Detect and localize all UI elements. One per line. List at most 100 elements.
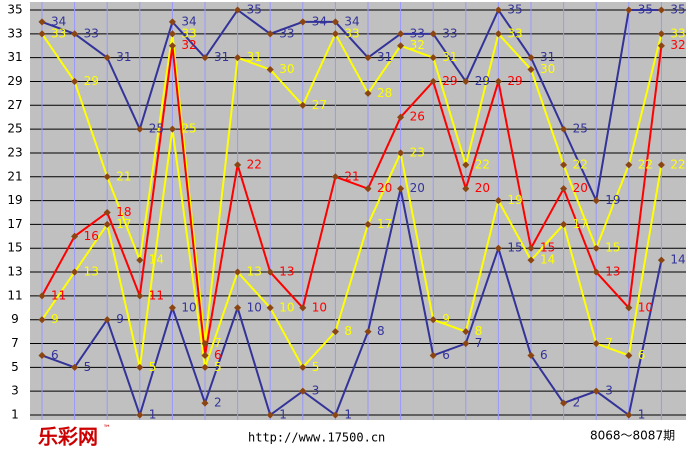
data-label: 35 <box>507 3 522 17</box>
data-label: 33 <box>670 26 685 40</box>
point-marker <box>429 77 437 86</box>
data-label: 14 <box>540 253 555 267</box>
data-label: 10 <box>247 300 262 314</box>
data-label: 19 <box>605 193 620 207</box>
data-label: 33 <box>181 26 196 40</box>
point-marker <box>234 161 242 169</box>
series-line <box>41 31 663 344</box>
y-tick-label: 9 <box>11 312 19 326</box>
point-marker <box>168 30 176 38</box>
point-marker <box>103 220 111 228</box>
point-marker <box>234 304 242 312</box>
data-label: 7 <box>475 336 483 350</box>
point-marker <box>299 101 307 109</box>
data-label: 29 <box>442 74 457 88</box>
data-label: 25 <box>573 122 588 136</box>
logo: 乐彩网 <box>38 425 98 449</box>
data-label: 21 <box>344 169 359 183</box>
y-tick-label: 13 <box>7 265 22 279</box>
point-marker <box>429 54 437 62</box>
data-label: 5 <box>149 360 157 374</box>
point-marker <box>168 304 176 312</box>
data-label: 19 <box>507 193 522 207</box>
data-label: 6 <box>638 348 646 362</box>
point-marker <box>397 185 405 193</box>
trademark: ™ <box>103 424 111 433</box>
point-marker <box>364 89 372 97</box>
data-label: 1 <box>344 408 352 422</box>
data-label: 5 <box>312 360 320 374</box>
data-label: 23 <box>410 145 425 159</box>
point-marker <box>560 125 568 133</box>
data-label: 20 <box>573 181 588 195</box>
data-label: 22 <box>247 157 262 171</box>
point-marker <box>266 411 274 419</box>
point-marker <box>560 185 568 193</box>
y-tick-label: 29 <box>7 74 22 88</box>
point-marker <box>494 77 502 86</box>
data-label: 8 <box>377 324 385 338</box>
data-label: 5 <box>84 360 92 374</box>
y-tick-label: 31 <box>7 50 22 64</box>
point-marker <box>299 387 307 395</box>
data-label: 17 <box>377 217 392 231</box>
y-tick-label: 11 <box>7 288 22 302</box>
data-label: 31 <box>540 50 555 64</box>
data-label: 22 <box>475 157 490 171</box>
point-marker <box>201 351 209 359</box>
data-label: 26 <box>410 110 425 124</box>
data-label: 30 <box>540 62 555 76</box>
data-label: 15 <box>507 241 522 255</box>
point-marker <box>331 328 339 336</box>
point-marker <box>494 30 502 38</box>
data-label: 10 <box>638 300 653 314</box>
point-marker <box>462 185 470 193</box>
data-label: 34 <box>312 14 327 28</box>
data-label: 32 <box>181 38 196 52</box>
data-label: 1 <box>279 408 287 422</box>
series-line <box>41 128 663 370</box>
point-marker <box>527 256 535 264</box>
data-label: 6 <box>540 348 548 362</box>
point-marker <box>592 387 600 395</box>
point-marker <box>494 197 502 205</box>
point-marker <box>136 292 144 300</box>
data-label: 34 <box>51 14 66 28</box>
point-marker <box>527 244 535 252</box>
data-label: 35 <box>670 3 685 17</box>
data-label: 33 <box>344 26 359 40</box>
data-label: 13 <box>84 265 99 279</box>
point-marker <box>657 30 665 38</box>
point-marker <box>462 77 470 86</box>
data-label: 32 <box>670 38 685 52</box>
data-label: 16 <box>84 229 99 243</box>
point-marker <box>71 77 79 86</box>
point-marker <box>625 351 633 359</box>
data-label: 29 <box>507 74 522 88</box>
data-label: 20 <box>475 181 490 195</box>
data-label: 31 <box>247 50 262 64</box>
data-label: 3 <box>312 384 320 398</box>
data-label: 33 <box>442 26 457 40</box>
data-label: 28 <box>377 86 392 100</box>
point-marker <box>71 268 79 276</box>
point-marker <box>397 113 405 121</box>
point-marker <box>299 363 307 371</box>
point-marker <box>560 161 568 169</box>
point-marker <box>234 54 242 62</box>
data-label: 10 <box>312 300 327 314</box>
point-marker <box>136 125 144 133</box>
data-label: 31 <box>442 50 457 64</box>
data-label: 9 <box>442 312 450 326</box>
point-marker <box>397 149 405 157</box>
y-tick-label: 27 <box>7 98 22 112</box>
point-marker <box>364 220 372 228</box>
point-marker <box>592 268 600 276</box>
series-line <box>41 188 663 419</box>
point-marker <box>103 316 111 324</box>
data-label: 2 <box>214 396 222 410</box>
data-label: 13 <box>605 265 620 279</box>
point-marker <box>429 316 437 324</box>
period: 8068～8087期 <box>590 429 675 443</box>
series-line <box>41 7 662 204</box>
